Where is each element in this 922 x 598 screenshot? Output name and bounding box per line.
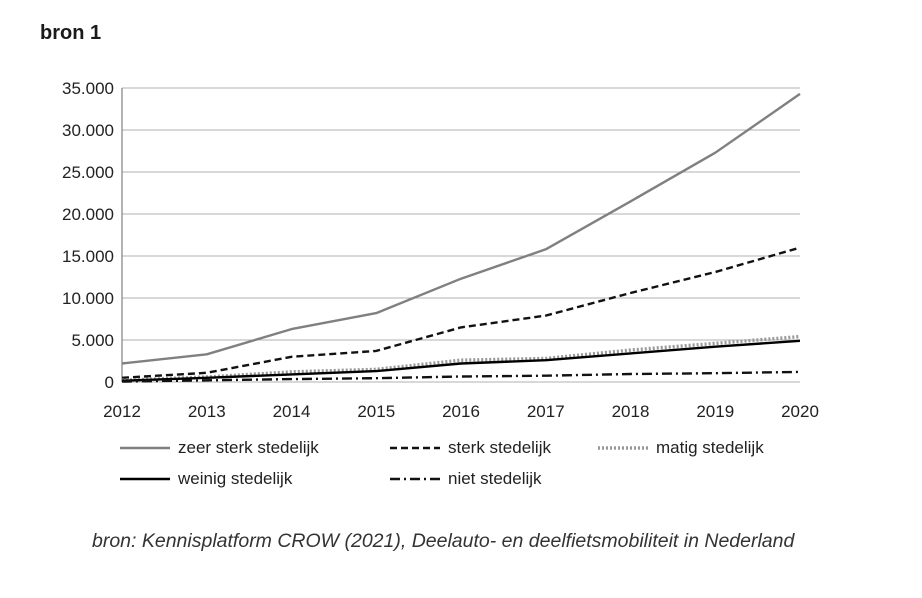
legend-item: matig stedelijk (598, 438, 764, 458)
legend-swatch (120, 446, 170, 450)
legend-swatch (598, 446, 648, 450)
y-tick-label: 35.000 (62, 79, 114, 98)
x-tick-label: 2016 (442, 402, 480, 421)
legend-swatch (390, 446, 440, 450)
y-tick-label: 0 (105, 373, 114, 392)
x-tick-label: 2018 (612, 402, 650, 421)
legend-swatch (390, 477, 440, 481)
grid-lines (122, 87, 800, 383)
x-tick-label: 2020 (781, 402, 819, 421)
y-tick-label: 10.000 (62, 289, 114, 308)
legend-label: weinig stedelijk (178, 469, 293, 488)
series-line-sterk-stedelijk (121, 246, 801, 379)
legend-swatch (120, 477, 170, 481)
y-tick-label: 20.000 (62, 205, 114, 224)
legend-item: niet stedelijk (390, 469, 542, 489)
x-tick-label: 2012 (103, 402, 141, 421)
series-line-weinig-stedelijk (121, 339, 801, 382)
series-line-niet-stedelijk (121, 370, 801, 383)
x-axis: 2012 2013 2014 2015 2016 2017 2018 2019 2020 (103, 402, 819, 421)
y-tick-label: 5.000 (71, 331, 114, 350)
x-tick-label: 2013 (188, 402, 226, 421)
x-tick-label: 2019 (696, 402, 734, 421)
legend-label: niet stedelijk (448, 469, 542, 488)
y-tick-label: 30.000 (62, 121, 114, 140)
legend-label: sterk stedelijk (448, 438, 551, 457)
line-chart: 0 5.000 10.000 15.000 20.000 25.000 30.000 35.0… (62, 79, 819, 421)
x-tick-label: 2017 (527, 402, 565, 421)
legend-item: sterk stedelijk (390, 438, 551, 458)
x-tick-label: 2014 (273, 402, 311, 421)
series-line-zeer-sterk-stedelijk (121, 92, 801, 365)
legend-label: zeer sterk stedelijk (178, 438, 319, 457)
series-lines (121, 92, 801, 383)
x-tick-label: 2015 (357, 402, 395, 421)
y-tick-label: 25.000 (62, 163, 114, 182)
legend-item: weinig stedelijk (120, 469, 292, 489)
legend-label: matig stedelijk (656, 438, 764, 457)
source-note: bron: Kennisplatform CROW (2021), Deelau… (92, 530, 795, 552)
series-line-matig-stedelijk (121, 334, 801, 383)
legend-item: zeer sterk stedelijk (120, 438, 319, 458)
chart-heading: bron 1 (40, 22, 102, 44)
y-tick-label: 15.000 (62, 247, 114, 266)
y-axis: 0 5.000 10.000 15.000 20.000 25.000 30.000 35.0… (62, 79, 123, 392)
